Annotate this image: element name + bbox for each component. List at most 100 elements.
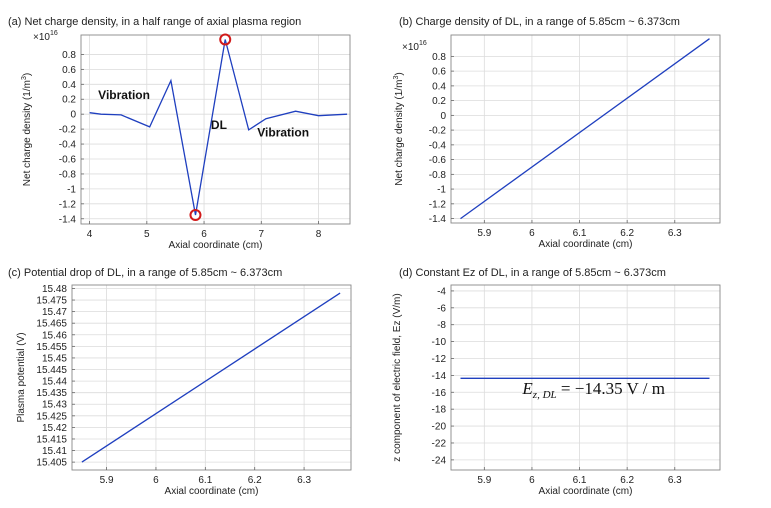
y-tick-label: -16	[432, 388, 447, 399]
plot-area-frame	[450, 284, 721, 471]
vibration-right-label: Vibration	[257, 126, 309, 140]
axis-multiplier-base: ×10	[33, 32, 50, 43]
y-tick-label: -22	[432, 438, 447, 449]
y-axis-label-superscript: 3	[393, 76, 400, 80]
y-tick-label: -1.2	[429, 199, 447, 210]
y-tick-label: -12	[432, 354, 447, 365]
y-tick-label: 15.405	[36, 458, 67, 469]
chart-title: (c) Potential drop of DL, in a range of …	[8, 267, 282, 279]
y-axis-label-text: Plasma potential (V)	[16, 332, 27, 422]
y-tick-label: -6	[437, 303, 446, 314]
chart-title: (a) Net charge density, in a half range …	[8, 16, 301, 28]
y-tick-label: 0.4	[62, 80, 76, 91]
y-tick-label: -8	[437, 320, 446, 331]
dl-label: DL	[211, 118, 227, 132]
y-axis-label-end: )	[394, 72, 405, 75]
y-tick-label: -0.4	[59, 140, 77, 151]
y-tick-label: 15.445	[36, 365, 67, 376]
y-tick-label: 15.475	[36, 296, 67, 307]
axis-multiplier-base: ×10	[402, 42, 419, 53]
plot-area-frame	[71, 284, 352, 471]
dl-end-marker	[219, 33, 232, 46]
x-tick-label: 6.2	[620, 228, 634, 239]
y-axis-label-end: )	[22, 73, 33, 76]
x-axis-label: Axial coordinate (cm)	[169, 240, 263, 251]
y-tick-label: 15.465	[36, 319, 67, 330]
x-tick-label: 6.3	[668, 228, 682, 239]
y-tick-label: 15.42	[42, 423, 67, 434]
x-tick-label: 6.1	[198, 475, 212, 486]
y-tick-label: 0.6	[432, 67, 446, 78]
y-tick-label: -0.8	[59, 169, 77, 180]
series-line	[89, 39, 348, 216]
y-axis-label: Net charge density (1/m3)	[21, 73, 33, 186]
y-tick-label: -0.2	[59, 125, 77, 136]
equation-label: Ez, DL = −14.35 V / m	[521, 379, 665, 401]
y-axis-label-text: Net charge density (1/m	[394, 80, 405, 186]
x-tick-label: 5	[144, 229, 150, 240]
y-tick-label: -14	[432, 371, 447, 382]
x-tick-label: 4	[87, 229, 93, 240]
chart-title: (d) Constant Ez of DL, in a range of 5.8…	[399, 267, 666, 279]
y-tick-label: -1.2	[59, 199, 77, 210]
chart-panel-1: (a) Net charge density, in a half range …	[8, 16, 351, 251]
y-tick-label: 0.2	[62, 95, 76, 106]
axis-multiplier-exponent: 16	[50, 30, 58, 37]
y-tick-label: 0.4	[432, 81, 446, 92]
y-axis-label-text: z component of electric field, Ez (V/m)	[392, 293, 403, 461]
x-tick-label: 5.9	[100, 475, 114, 486]
x-tick-label: 6.3	[297, 475, 311, 486]
y-tick-label: -0.6	[429, 155, 447, 166]
x-tick-label: 6	[529, 475, 535, 486]
x-axis-label: Axial coordinate (cm)	[539, 239, 633, 250]
chart-panel-3: (c) Potential drop of DL, in a range of …	[8, 267, 352, 497]
y-tick-label: 15.46	[42, 330, 67, 341]
y-tick-label: 0	[70, 110, 76, 121]
x-tick-label: 6.2	[620, 475, 634, 486]
y-tick-label: -1	[437, 185, 446, 196]
y-tick-label: 0	[440, 111, 446, 122]
equation-symbol: E	[521, 379, 533, 398]
x-tick-label: 8	[316, 229, 322, 240]
y-axis-label: Net charge density (1/m3)	[393, 72, 405, 185]
y-tick-label: -1	[67, 184, 76, 195]
y-tick-label: 15.415	[36, 434, 67, 445]
series-line	[81, 292, 341, 463]
y-axis-label-text: Net charge density (1/m	[22, 80, 33, 186]
y-tick-label: 15.41	[42, 446, 67, 457]
y-tick-label: -0.6	[59, 155, 77, 166]
y-tick-label: 15.47	[42, 307, 67, 318]
y-tick-label: -20	[432, 422, 447, 433]
y-tick-label: -0.4	[429, 140, 447, 151]
y-tick-label: -10	[432, 337, 447, 348]
y-tick-label: 0.8	[62, 50, 76, 61]
y-tick-label: -0.8	[429, 170, 447, 181]
y-tick-label: 15.435	[36, 388, 67, 399]
y-tick-label: -0.2	[429, 126, 447, 137]
dl-start-marker	[189, 209, 202, 222]
plot-area-frame	[450, 34, 721, 224]
series-line	[460, 38, 710, 220]
y-tick-label: -24	[432, 455, 447, 466]
y-tick-label: 0.6	[62, 65, 76, 76]
y-axis-label-superscript: 3	[21, 76, 28, 80]
x-tick-label: 6	[153, 475, 159, 486]
y-tick-label: 15.44	[42, 377, 67, 388]
y-tick-label: 0.8	[432, 52, 446, 63]
y-axis-label: Plasma potential (V)	[16, 332, 27, 422]
x-tick-label: 7	[259, 229, 265, 240]
axis-multiplier: ×1016	[402, 40, 427, 53]
axis-multiplier: ×1016	[33, 30, 58, 43]
y-tick-label: 15.43	[42, 400, 67, 411]
equation-subscript: z, DL	[532, 389, 557, 401]
x-tick-label: 5.9	[477, 475, 491, 486]
chart-panel-2: (b) Charge density of DL, in a range of …	[393, 16, 721, 250]
x-axis-label: Axial coordinate (cm)	[165, 486, 259, 497]
x-tick-label: 6.1	[573, 475, 587, 486]
x-axis-label: Axial coordinate (cm)	[539, 486, 633, 497]
vibration-left-label: Vibration	[98, 88, 150, 102]
y-tick-label: -1.4	[59, 214, 77, 225]
x-tick-label: 6.3	[668, 475, 682, 486]
x-tick-label: 6	[529, 228, 535, 239]
